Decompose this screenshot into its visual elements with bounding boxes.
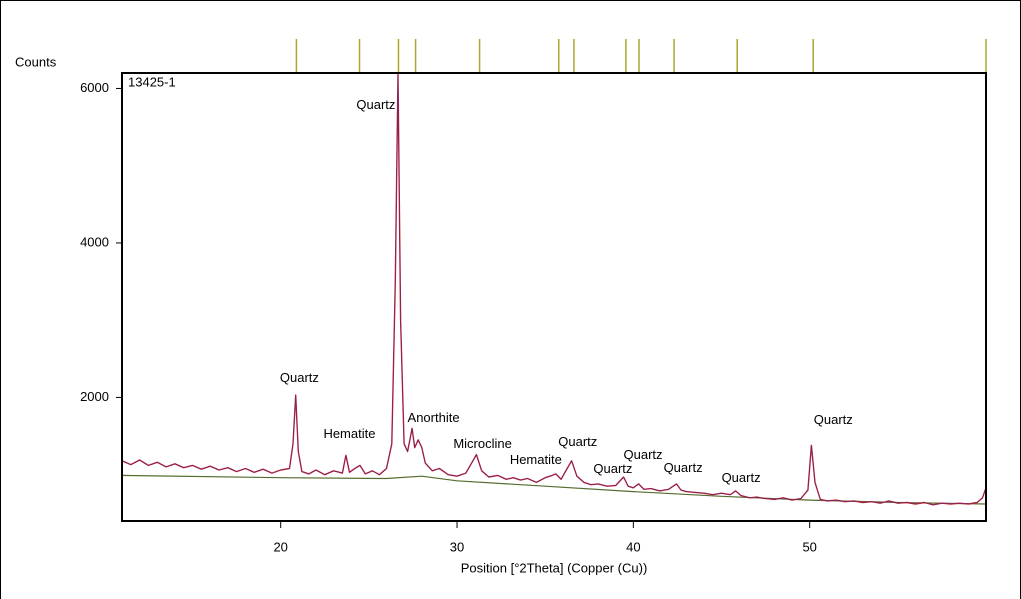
- chart: Counts Position [°2Theta] (Copper (Cu)) …: [1, 1, 1020, 599]
- peak-label: Quartz: [280, 370, 319, 385]
- data-line: [122, 73, 986, 505]
- peak-label: Hematite: [323, 426, 375, 441]
- y-axis-label: Counts: [15, 54, 57, 69]
- series-label: 13425-1: [128, 74, 176, 89]
- x-tick-label: 20: [273, 539, 287, 554]
- peak-label: Quartz: [356, 97, 395, 112]
- x-tick-label: 50: [802, 539, 816, 554]
- peak-label: Hematite: [510, 452, 562, 467]
- peak-label: Quartz: [593, 461, 632, 476]
- peak-label: Quartz: [558, 434, 597, 449]
- peak-label: Quartz: [624, 447, 663, 462]
- x-tick-label: 30: [450, 539, 464, 554]
- peak-label: Quartz: [722, 470, 761, 485]
- y-tick-label: 2000: [80, 389, 109, 404]
- x-axis-label: Position [°2Theta] (Copper (Cu)): [461, 560, 648, 575]
- x-tick-label: 40: [626, 539, 640, 554]
- page: Counts Position [°2Theta] (Copper (Cu)) …: [0, 0, 1021, 599]
- peak-label: Microcline: [453, 436, 512, 451]
- y-tick-label: 4000: [80, 234, 109, 249]
- peak-label: Anorthite: [408, 410, 460, 425]
- background-line: [122, 475, 986, 504]
- peak-label: Quartz: [814, 412, 853, 427]
- y-tick-label: 6000: [80, 80, 109, 95]
- peak-label: Quartz: [664, 460, 703, 475]
- data-line-core: [122, 73, 986, 505]
